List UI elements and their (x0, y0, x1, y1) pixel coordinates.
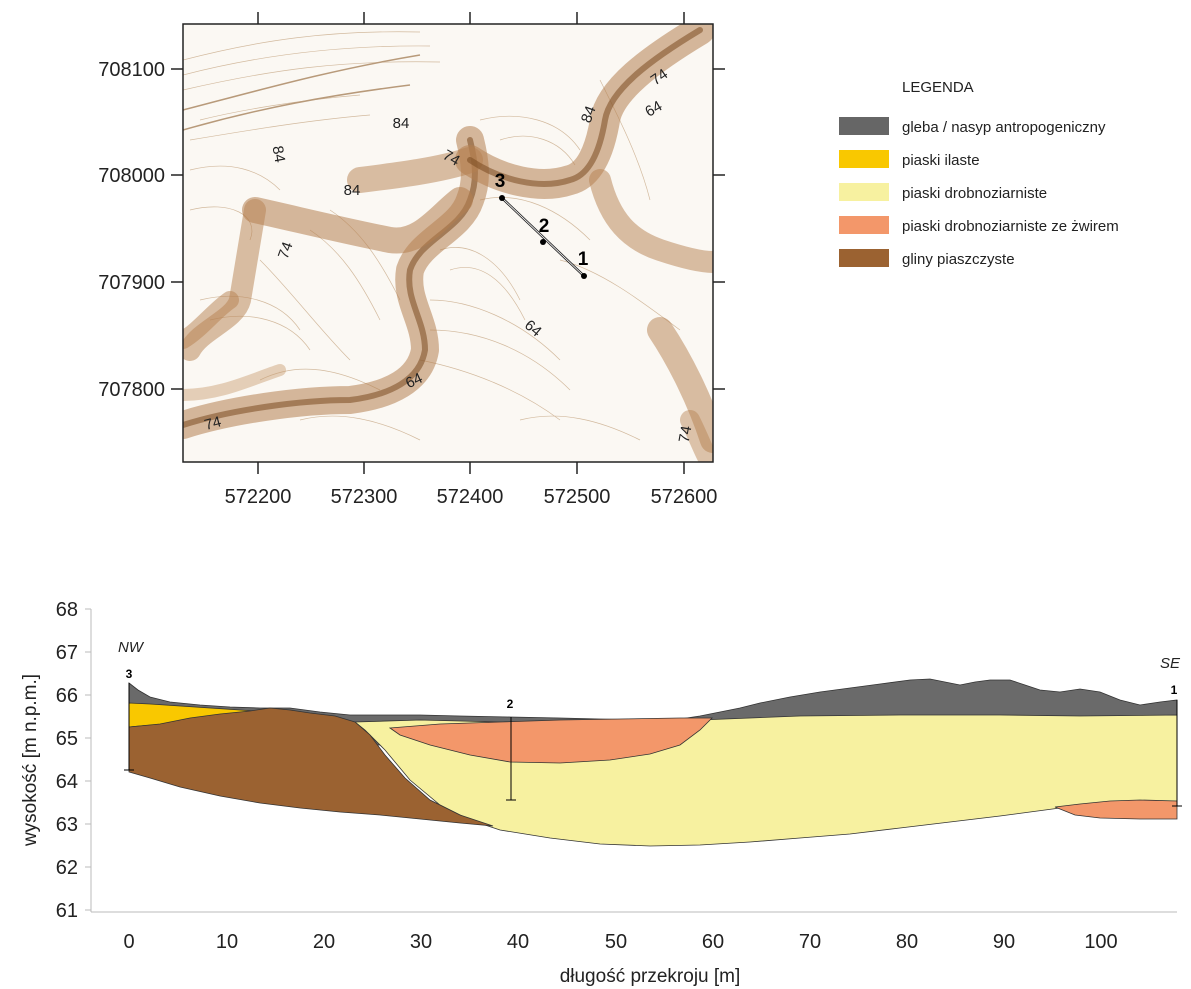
profile-line (499, 195, 587, 279)
legend: LEGENDA gleba / nasyp antropogeniczny pi… (839, 79, 1119, 268)
layer-fine-sands-gravel (388, 717, 713, 764)
map-x-tick-label: 572400 (437, 486, 504, 508)
profile-y-tick-label: 63 (56, 814, 78, 836)
contour-label: 74 (676, 425, 696, 444)
legend-label: gliny piaszczyste (902, 251, 1015, 268)
direction-label-nw: NW (118, 639, 145, 656)
profile-y-tick-label: 62 (56, 857, 78, 879)
profile-y-tick-label: 65 (56, 728, 78, 750)
contour-label: 74 (440, 147, 463, 170)
map-x-tick-label: 572300 (331, 486, 398, 508)
map-y-tick-label: 707900 (98, 272, 165, 294)
contour-label: 64 (642, 98, 665, 121)
profile-x-tick-label: 20 (313, 931, 335, 953)
profile-x-tick-label: 40 (507, 931, 529, 953)
contour-label: 64 (403, 370, 425, 392)
legend-swatch-soil (839, 117, 889, 135)
profile-y-tick-label: 66 (56, 685, 78, 707)
legend-swatch-fine-sands (839, 183, 889, 201)
topographic-map: 572200 572300 572400 572500 572600 70810… (98, 12, 725, 508)
map-x-tick-label: 572200 (225, 486, 292, 508)
profile-x-tick-label: 90 (993, 931, 1015, 953)
map-x-tick-label: 572600 (651, 486, 718, 508)
contour-label: 84 (578, 104, 600, 125)
valley-shading (183, 24, 713, 462)
profile-x-tick-label: 10 (216, 931, 238, 953)
borehole-label: 2 (507, 697, 514, 711)
contour-lines (183, 31, 681, 441)
profile-y-tick-label: 61 (56, 900, 78, 922)
layer-sandy-clays (128, 707, 494, 827)
contour-label: 84 (269, 145, 289, 164)
map-y-tick-label: 708000 (98, 165, 165, 187)
map-terrain (183, 24, 713, 462)
borehole-label: 1 (1171, 683, 1178, 697)
contour-label: 84 (344, 182, 361, 199)
map-y-tick-label: 708100 (98, 59, 165, 81)
profile-y-tick-label: 68 (56, 599, 78, 621)
y-axis-ticks (85, 608, 91, 911)
x-axis-title: długość przekroju [m] (560, 966, 741, 987)
profile-point-label: 1 (578, 249, 589, 270)
legend-label: piaski drobnoziarniste (902, 185, 1047, 202)
profile-x-tick-label: 80 (896, 931, 918, 953)
y-axis-title: wysokość [m n.p.m.] (20, 674, 41, 847)
layer-fine-sands-gravel (1054, 799, 1178, 820)
legend-swatch-sandy-clays (839, 249, 889, 267)
legend-swatch-fine-sands-gravel (839, 216, 889, 234)
profile-y-tick-label: 64 (56, 771, 78, 793)
contour-label: 84 (393, 115, 410, 132)
legend-title: LEGENDA (902, 79, 974, 96)
profile-point-marker (540, 239, 546, 245)
profile-point-label: 3 (495, 171, 506, 192)
contour-label: 74 (275, 240, 297, 261)
road-line (183, 54, 421, 111)
contour-label: 74 (203, 413, 224, 434)
borehole-label: 3 (126, 667, 133, 681)
profile-y-tick-label: 67 (56, 642, 78, 664)
profile-point-marker (499, 195, 505, 201)
road-line (183, 84, 411, 131)
legend-label: gleba / nasyp antropogeniczny (902, 119, 1106, 136)
profile-x-tick-label: 0 (123, 931, 134, 953)
profile-point-label: 2 (539, 216, 550, 237)
contour-label: 74 (648, 66, 671, 89)
map-ticks (171, 12, 725, 474)
profile-x-tick-label: 70 (799, 931, 821, 953)
profile-x-tick-label: 60 (702, 931, 724, 953)
legend-swatch-clayey-sands (839, 150, 889, 168)
legend-label: piaski ilaste (902, 152, 980, 169)
map-frame (182, 23, 714, 463)
profile-point-marker (581, 273, 587, 279)
direction-label-se: SE (1160, 655, 1181, 672)
legend-label: piaski drobnoziarniste ze żwirem (902, 218, 1119, 235)
profile-x-tick-label: 30 (410, 931, 432, 953)
profile-x-tick-label: 100 (1084, 931, 1117, 953)
cross-section: 3 2 1 NW SE 68 67 66 65 64 63 62 61 0 10… (20, 599, 1182, 987)
map-x-tick-label: 572500 (544, 486, 611, 508)
profile-x-tick-label: 50 (605, 931, 627, 953)
map-y-tick-label: 707800 (98, 379, 165, 401)
